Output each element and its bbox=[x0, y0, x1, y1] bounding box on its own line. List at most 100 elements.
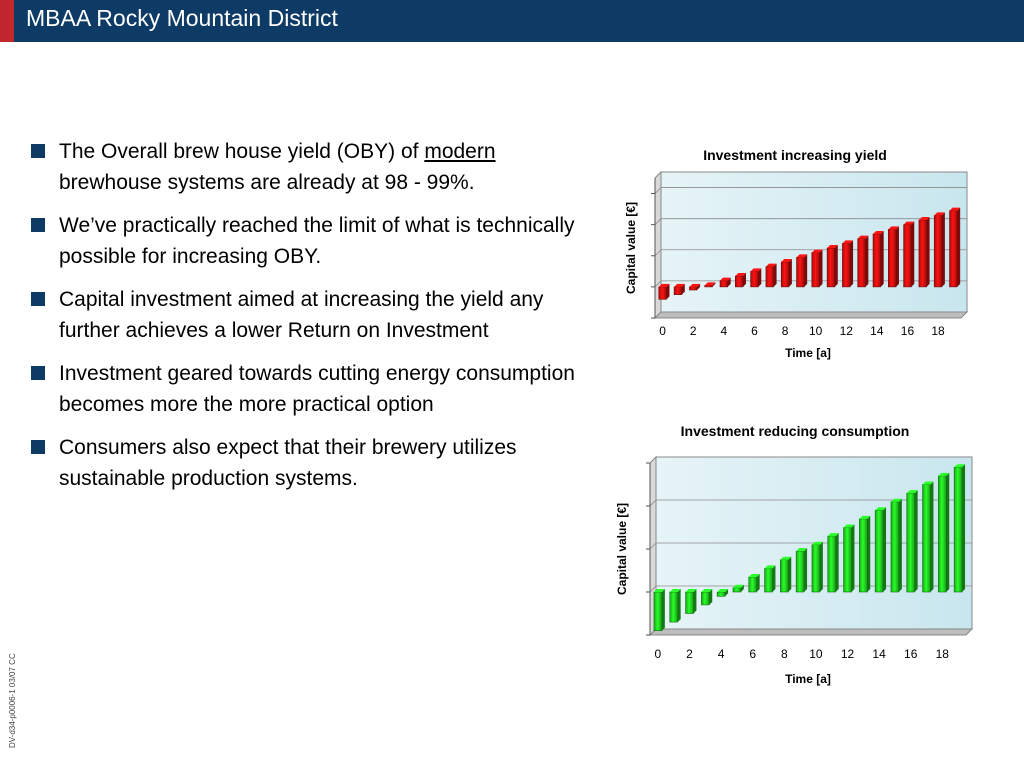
bullet-list: The Overall brew house yield (OBY) of mo… bbox=[30, 136, 600, 506]
bullet-text: Investment geared towards cutting energy… bbox=[59, 362, 575, 416]
bar bbox=[918, 217, 930, 288]
y-axis-label: Capital value [€] bbox=[624, 202, 638, 294]
y-axis-label: Capital value [€] bbox=[615, 503, 629, 595]
bar bbox=[780, 259, 792, 288]
bullet-item: The Overall brew house yield (OBY) of mo… bbox=[30, 136, 600, 198]
x-tick-label: 2 bbox=[686, 647, 693, 661]
bar bbox=[811, 249, 823, 288]
plot-floor bbox=[653, 311, 969, 319]
bar bbox=[842, 240, 854, 288]
x-tick-label: 12 bbox=[841, 647, 855, 661]
x-axis-label: Time [a] bbox=[785, 672, 831, 686]
bullet-square-icon bbox=[31, 292, 45, 306]
x-tick-label: 14 bbox=[870, 324, 884, 338]
slide-title: MBAA Rocky Mountain District bbox=[26, 5, 338, 31]
bar bbox=[765, 263, 777, 288]
bar bbox=[949, 207, 961, 288]
x-tick-label: 8 bbox=[781, 647, 788, 661]
x-tick-label: 16 bbox=[904, 647, 918, 661]
bar bbox=[716, 589, 729, 597]
x-tick-label: 14 bbox=[872, 647, 886, 661]
bar bbox=[859, 515, 871, 593]
bar bbox=[843, 524, 855, 593]
bar bbox=[719, 277, 731, 288]
x-tick-label: 10 bbox=[809, 324, 823, 338]
bar bbox=[780, 556, 792, 593]
bar bbox=[857, 235, 869, 288]
bar bbox=[826, 245, 838, 288]
x-tick-label: 10 bbox=[809, 647, 823, 661]
bar bbox=[827, 533, 839, 593]
x-tick-label: 4 bbox=[718, 647, 725, 661]
gridline-side bbox=[649, 585, 657, 593]
gridline-side bbox=[649, 499, 657, 507]
bullet-text: Consumers also expect that their brewery… bbox=[59, 436, 517, 490]
bar bbox=[732, 584, 744, 593]
bar bbox=[922, 481, 934, 593]
x-tick-label: 4 bbox=[721, 324, 728, 338]
bar bbox=[764, 565, 776, 593]
bar bbox=[673, 283, 685, 295]
x-tick-label: 0 bbox=[659, 324, 666, 338]
bar bbox=[685, 589, 697, 614]
x-tick-label: 12 bbox=[840, 324, 854, 338]
bar bbox=[872, 231, 884, 288]
gridline-side bbox=[654, 218, 662, 225]
bullet-item: Investment geared towards cutting energy… bbox=[30, 358, 600, 420]
bullet-text-pre: The Overall brew house yield (OBY) of bbox=[59, 140, 425, 163]
bullet-text: Capital investment aimed at increasing t… bbox=[59, 288, 544, 342]
bar bbox=[903, 221, 915, 288]
bullet-square-icon bbox=[31, 218, 45, 232]
bullet-item: Consumers also expect that their brewery… bbox=[30, 432, 600, 494]
plot-floor bbox=[648, 628, 974, 636]
bar bbox=[953, 464, 966, 593]
x-tick-label: 8 bbox=[782, 324, 789, 338]
gridline-side bbox=[654, 187, 662, 194]
bullet-item: We’ve practically reached the limit of w… bbox=[30, 210, 600, 272]
x-tick-label: 16 bbox=[901, 324, 915, 338]
chart-investment-reducing-consumption: Investment reducing consumption 0 2 4 6 8 10 12… bbox=[610, 418, 980, 693]
gridline-side bbox=[654, 280, 662, 288]
x-axis-label: Time [a] bbox=[785, 346, 831, 360]
gridline-side bbox=[654, 249, 662, 257]
header-accent bbox=[0, 0, 14, 42]
bullet-text-post: brewhouse systems are already at 98 - 99… bbox=[59, 171, 475, 194]
chart-svg: Investment increasing yield 0 2 4 6 8 10 12 14 16… bbox=[624, 147, 969, 360]
header-bar: MBAA Rocky Mountain District bbox=[0, 0, 1024, 42]
bullet-text: We’ve practically reached the limit of w… bbox=[59, 214, 575, 268]
gridline-side bbox=[649, 456, 657, 464]
x-tick-label: 18 bbox=[931, 324, 945, 338]
x-tick-label: 6 bbox=[749, 647, 756, 661]
bar bbox=[890, 498, 902, 593]
x-tick-label: 0 bbox=[655, 647, 662, 661]
bar bbox=[750, 268, 762, 288]
bullet-item: Capital investment aimed at increasing t… bbox=[30, 284, 600, 346]
bullet-square-icon bbox=[31, 366, 45, 380]
bar bbox=[811, 541, 823, 593]
chart-svg: Investment reducing consumption 0 2 4 6 8 10 12… bbox=[615, 423, 974, 686]
footer-code: DV-d34-p0006-1 03/07 CC bbox=[8, 653, 17, 748]
chart-investment-increasing-yield: Investment increasing yield 0 2 4 6 8 10 12 14 16… bbox=[615, 140, 975, 365]
bar bbox=[748, 573, 760, 593]
bar bbox=[796, 254, 808, 288]
chart-title: Investment increasing yield bbox=[703, 147, 887, 163]
x-tick-label: 2 bbox=[690, 324, 697, 338]
bar bbox=[906, 490, 918, 593]
bar bbox=[874, 507, 887, 593]
x-tick-label: 6 bbox=[751, 324, 758, 338]
bar bbox=[933, 212, 945, 288]
chart-title: Investment reducing consumption bbox=[681, 423, 910, 439]
bar bbox=[704, 282, 716, 288]
bar bbox=[795, 548, 808, 593]
bar bbox=[701, 589, 713, 606]
bar bbox=[938, 472, 950, 593]
gridline-side bbox=[654, 311, 662, 319]
footer-code-vertical: DV-d34-p0006-1 03/07 CC bbox=[3, 640, 19, 750]
bar bbox=[653, 589, 665, 632]
x-tick-label: 18 bbox=[936, 647, 950, 661]
bar bbox=[658, 283, 670, 300]
bullet-text-underlined: modern bbox=[424, 140, 496, 163]
plot-area bbox=[660, 171, 968, 313]
bullet-square-icon bbox=[31, 144, 45, 158]
gridline-side bbox=[649, 542, 657, 550]
